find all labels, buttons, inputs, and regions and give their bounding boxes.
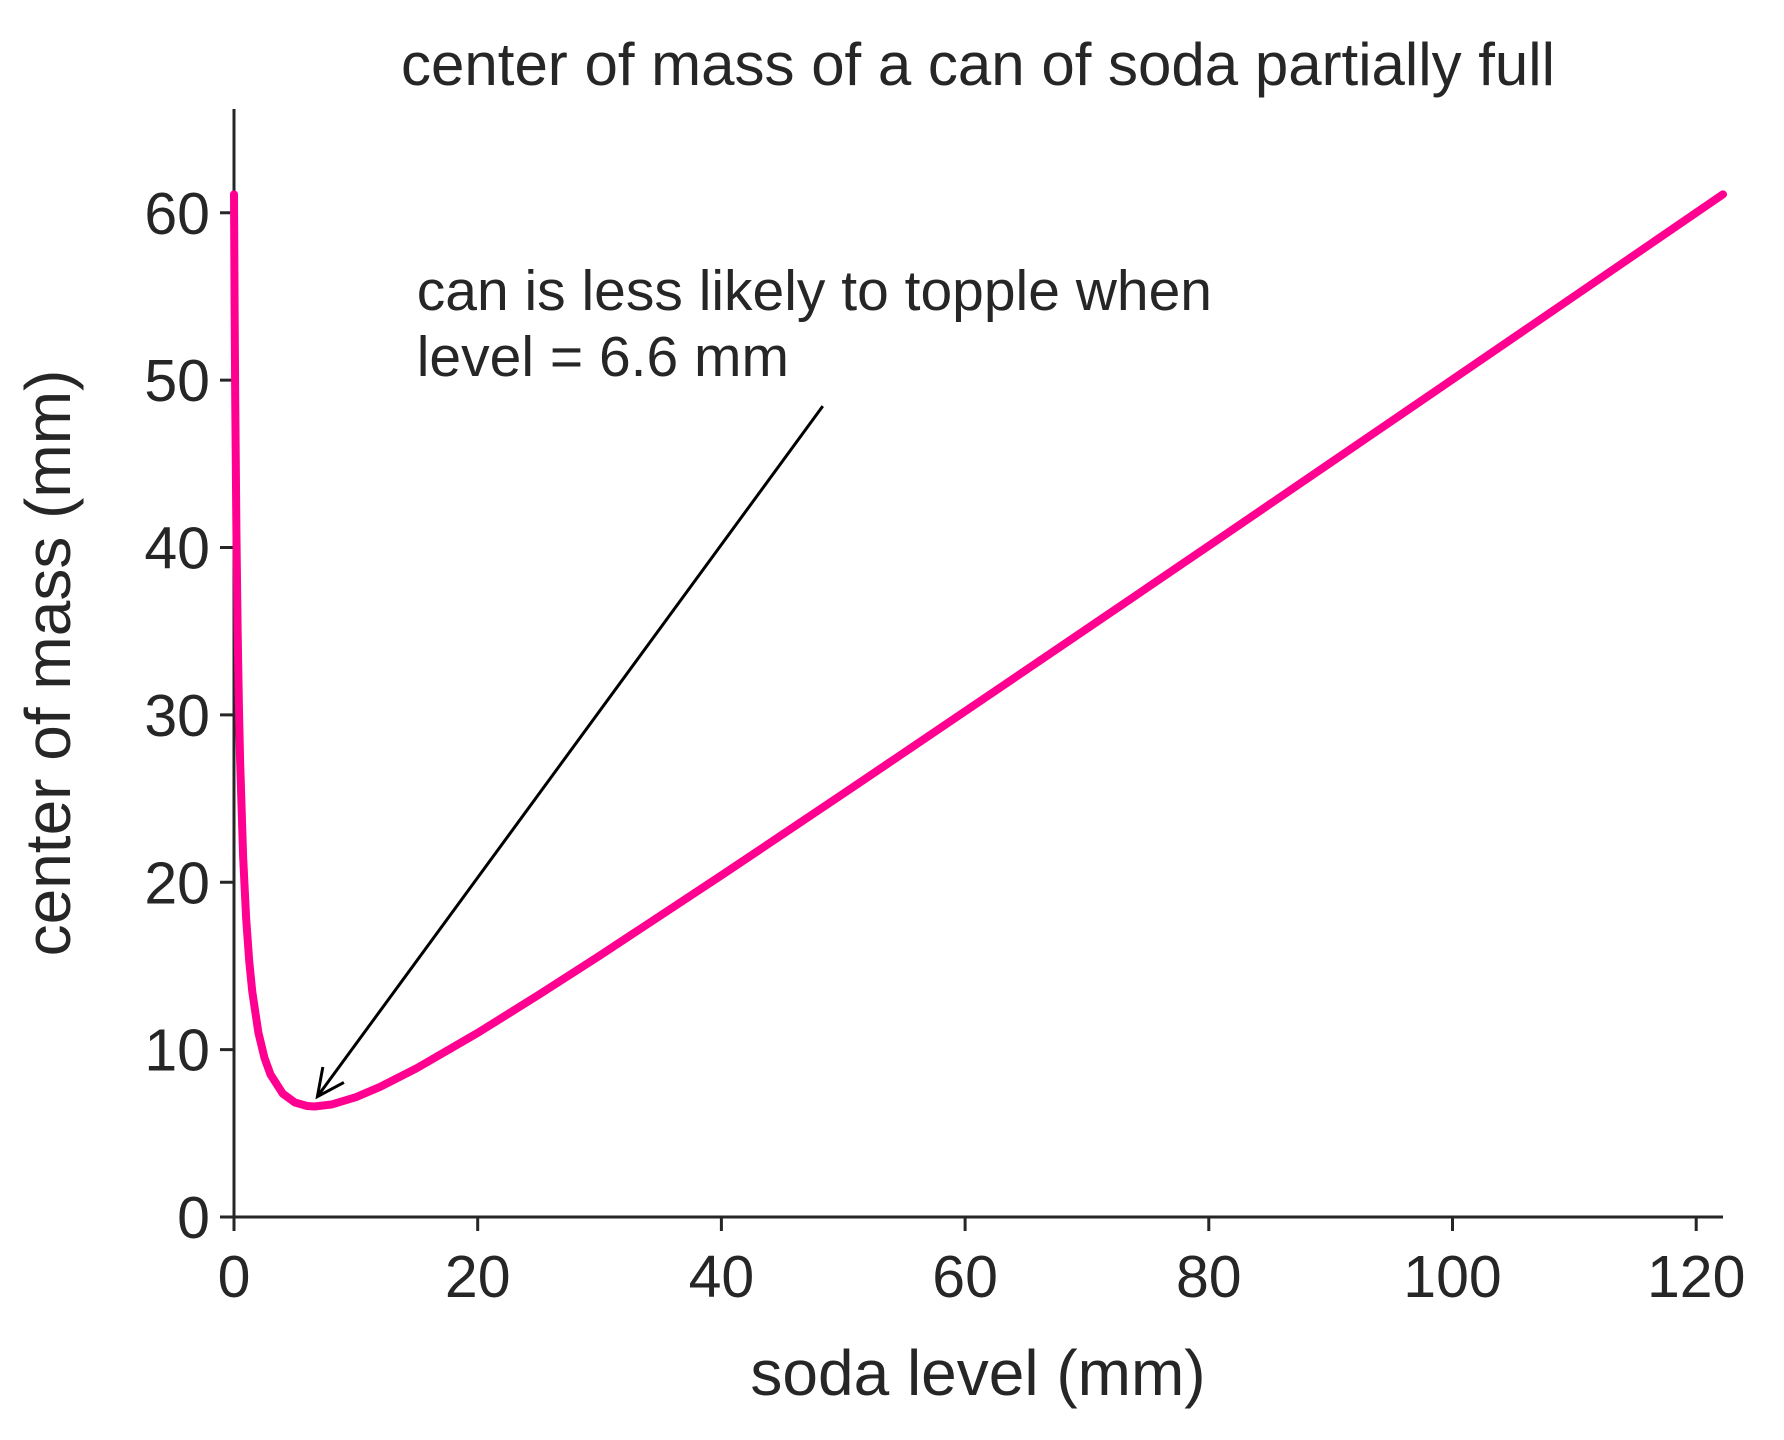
data-line (230, 190, 1727, 1111)
y-tick-label: 0 (177, 1185, 210, 1251)
y-axis-label: center of mass (mm) (12, 370, 84, 957)
x-axis-label: soda level (mm) (750, 1337, 1205, 1409)
y-tick-label: 30 (144, 683, 210, 749)
x-tick-label: 0 (218, 1244, 251, 1310)
y-tick-label: 60 (144, 181, 210, 247)
x-tick-label: 120 (1647, 1244, 1745, 1310)
y-tick-label: 40 (144, 516, 210, 582)
annotation-arrowhead (315, 1066, 345, 1100)
y-tick-label: 50 (144, 348, 210, 414)
chart-title: center of mass of a can of soda partiall… (401, 31, 1555, 98)
x-tick-label: 40 (689, 1244, 755, 1310)
y-tick-label: 10 (144, 1018, 210, 1084)
x-tick-label: 80 (1176, 1244, 1242, 1310)
annotation-text: can is less likely to topple when (417, 259, 1212, 323)
x-tick-label: 20 (445, 1244, 511, 1310)
x-tick-label: 100 (1403, 1244, 1501, 1310)
x-tick-label: 60 (932, 1244, 998, 1310)
annotation-arrow (316, 405, 824, 1098)
annotation-text: level = 6.6 mm (417, 325, 789, 389)
y-tick-label: 20 (144, 850, 210, 916)
